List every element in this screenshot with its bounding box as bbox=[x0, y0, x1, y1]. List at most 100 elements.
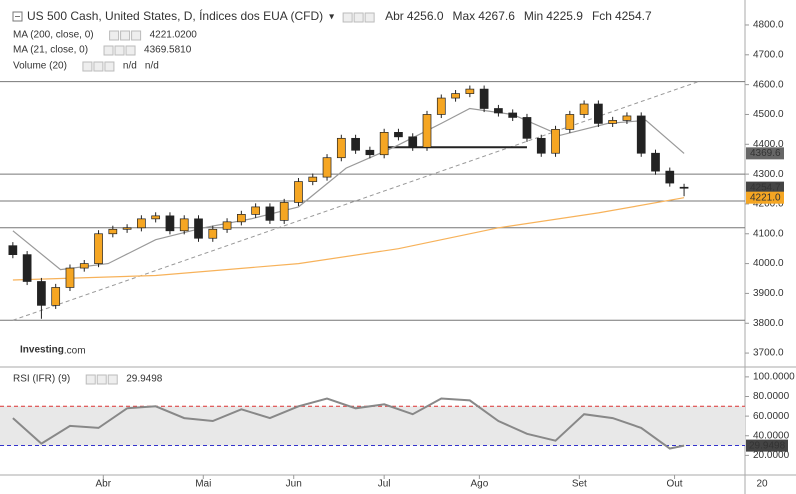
y-tick-label: 4600.0 bbox=[753, 79, 784, 90]
candle-body bbox=[208, 228, 218, 239]
x-tick-label: Mai bbox=[195, 479, 211, 490]
settings-icon[interactable] bbox=[342, 12, 353, 23]
trend-line bbox=[12, 81, 699, 321]
volume-name: Volume (20) bbox=[13, 61, 67, 72]
candle-body bbox=[279, 202, 289, 221]
legend-name: MA (21, close, 0) bbox=[13, 45, 88, 56]
candle-body bbox=[51, 287, 61, 306]
price-tag-label: 29.9498 bbox=[749, 440, 786, 451]
candle-body bbox=[137, 218, 146, 229]
y-tick-label: 100.0000 bbox=[753, 372, 795, 383]
field-value: 4267.6 bbox=[478, 9, 515, 23]
legend-value: 4221.0200 bbox=[150, 30, 198, 41]
logo: Investing bbox=[20, 345, 64, 356]
settings-icon[interactable] bbox=[96, 374, 107, 385]
candle-body bbox=[494, 108, 503, 114]
field-value: 4254.7 bbox=[615, 9, 652, 23]
y-tick-label: 3700.0 bbox=[753, 348, 784, 359]
candle-body bbox=[565, 114, 575, 130]
legend-name: MA (200, close, 0) bbox=[13, 30, 94, 41]
candle-body bbox=[465, 88, 475, 94]
candle-body bbox=[436, 97, 446, 115]
settings-icon[interactable] bbox=[82, 61, 93, 72]
candle-body bbox=[79, 263, 89, 269]
rsi-band bbox=[0, 406, 745, 446]
settings-icon[interactable] bbox=[125, 45, 136, 56]
candle-body bbox=[265, 206, 275, 221]
y-tick-label: 4300.0 bbox=[753, 169, 784, 180]
legend-value: 4369.5810 bbox=[144, 45, 192, 56]
settings-icon[interactable] bbox=[103, 45, 114, 56]
x-tick-label: Out bbox=[666, 479, 682, 490]
field-label: Min bbox=[524, 9, 543, 23]
price-tag bbox=[746, 439, 788, 452]
settings-icon[interactable] bbox=[93, 61, 104, 72]
candle-body bbox=[8, 245, 18, 255]
y-tick-label: 4700.0 bbox=[753, 49, 784, 60]
x-tick-label: Set bbox=[572, 479, 587, 490]
candle-body bbox=[336, 137, 346, 159]
settings-icon[interactable] bbox=[120, 30, 131, 41]
y-tick-label: 4000.0 bbox=[753, 258, 784, 269]
price-tag-label: 4221.0 bbox=[750, 192, 781, 203]
volume-value: n/d bbox=[145, 61, 159, 72]
field-label: Max bbox=[453, 9, 476, 23]
y-tick-label: 20.0000 bbox=[753, 450, 790, 461]
settings-icon[interactable] bbox=[364, 12, 375, 23]
y-tick-label: 4500.0 bbox=[753, 109, 784, 120]
settings-icon[interactable] bbox=[114, 45, 125, 56]
collapse-icon[interactable] bbox=[12, 11, 23, 22]
candle-body bbox=[365, 149, 375, 156]
candle-body bbox=[294, 181, 303, 203]
legend-name: RSI (IFR) (9) bbox=[13, 374, 70, 385]
candle-body bbox=[536, 137, 546, 154]
candle-body bbox=[351, 137, 360, 151]
settings-icon[interactable] bbox=[353, 12, 364, 23]
legend-value: 29.9498 bbox=[126, 374, 163, 385]
candle-body bbox=[37, 281, 46, 306]
candle-body bbox=[251, 206, 260, 215]
candle-body bbox=[22, 254, 32, 282]
settings-icon[interactable] bbox=[104, 61, 115, 72]
candle-body bbox=[579, 103, 589, 115]
candle-body bbox=[194, 218, 203, 239]
title: US 500 Cash, United States, D, Índices d… bbox=[27, 8, 323, 23]
field-label: Abr bbox=[385, 9, 404, 23]
field-value: 4225.9 bbox=[546, 9, 583, 23]
candle-body bbox=[122, 227, 132, 230]
candle-body bbox=[636, 115, 646, 154]
candle-body bbox=[322, 157, 332, 178]
field-value: 4256.0 bbox=[407, 9, 444, 23]
volume-value: n/d bbox=[123, 61, 137, 72]
settings-icon[interactable] bbox=[131, 30, 142, 41]
y-tick-label: 3800.0 bbox=[753, 318, 784, 329]
x-tick-label: Abr bbox=[96, 479, 112, 490]
y-tick-label: 4400.0 bbox=[753, 139, 784, 150]
x-tick-label: Jul bbox=[378, 479, 391, 490]
candle-body bbox=[479, 88, 489, 109]
candle-body bbox=[522, 117, 532, 139]
price-tag-label: 4254.7 bbox=[750, 182, 781, 193]
price-tag-label: 4369.6 bbox=[750, 148, 781, 159]
candle-body bbox=[508, 112, 518, 118]
moving-average bbox=[12, 197, 685, 281]
candle-body bbox=[151, 215, 161, 220]
settings-icon[interactable] bbox=[107, 374, 118, 385]
candle-body bbox=[165, 215, 175, 232]
settings-icon[interactable] bbox=[109, 30, 120, 41]
y-tick-label: 40.0000 bbox=[753, 430, 790, 441]
year-label: 20 bbox=[756, 479, 768, 490]
candle-body bbox=[108, 228, 118, 235]
candle-body bbox=[237, 214, 246, 223]
x-tick-label: Jun bbox=[286, 479, 302, 490]
x-tick-label: Ago bbox=[470, 479, 488, 490]
candle-body bbox=[551, 129, 560, 154]
logo-suffix: .com bbox=[64, 346, 86, 357]
y-tick-label: 3900.0 bbox=[753, 288, 784, 299]
candle-body bbox=[408, 136, 418, 148]
settings-icon[interactable] bbox=[85, 374, 96, 385]
candle-body bbox=[222, 221, 232, 230]
price-tag bbox=[746, 191, 784, 204]
price-tag bbox=[746, 147, 784, 160]
